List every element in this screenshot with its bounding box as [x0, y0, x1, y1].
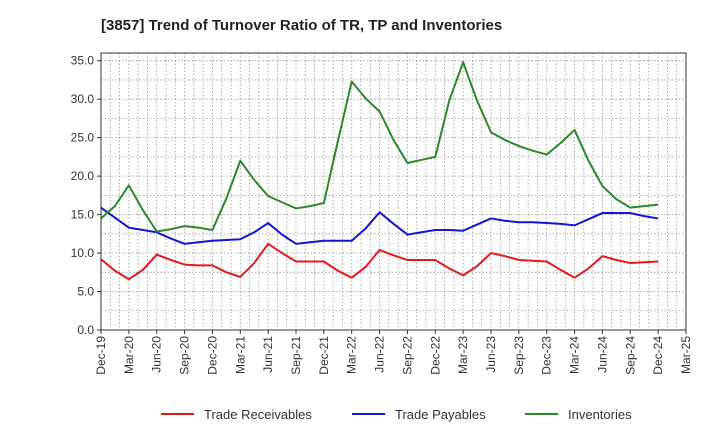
x-tick-label: Mar-25 [679, 336, 693, 374]
x-tick-label: Jun-22 [373, 336, 387, 373]
x-tick-label: Dec-22 [428, 336, 442, 375]
series-layer [100, 61, 659, 281]
x-tick-label: Sep-23 [512, 336, 526, 375]
x-tick-label: Jun-23 [484, 336, 498, 373]
plot-area-border [100, 52, 687, 331]
series-line-trade-payables [100, 206, 659, 245]
x-axis-ticks: Dec-19 Mar-20 Jun-20 Sep-20 Dec-20 Mar-21 Jun-… [94, 330, 693, 375]
series-line-trade-receivables [100, 242, 659, 281]
x-tick-label: Jun-21 [261, 336, 275, 373]
x-tick-label: Dec-24 [651, 336, 665, 375]
y-tick-label: 0.0 [77, 323, 94, 337]
legend: Trade Receivables Trade Payables Inventori… [161, 407, 632, 422]
x-tick-label: Mar-23 [456, 336, 470, 374]
x-tick-label: Dec-20 [205, 336, 219, 375]
x-tick-label: Mar-21 [233, 336, 247, 374]
x-tick-label: Sep-22 [400, 336, 414, 375]
legend-label-inventories: Inventories [568, 407, 632, 422]
y-tick-label: 15.0 [71, 208, 95, 222]
x-tick-label: Dec-21 [317, 336, 331, 375]
x-tick-label: Jun-20 [150, 336, 164, 373]
legend-label-trade-payables: Trade Payables [395, 407, 486, 422]
x-tick-label: Mar-22 [345, 336, 359, 374]
x-tick-label: Sep-21 [289, 336, 303, 375]
x-tick-label: Dec-19 [94, 336, 108, 375]
y-tick-label: 10.0 [71, 246, 95, 260]
legend-label-trade-receivables: Trade Receivables [204, 407, 312, 422]
x-tick-label: Jun-24 [595, 336, 609, 373]
x-tick-label: Mar-24 [568, 336, 582, 374]
x-tick-label: Dec-23 [540, 336, 554, 375]
x-tick-label: Sep-24 [623, 336, 637, 375]
y-tick-label: 30.0 [71, 92, 95, 106]
series-line-inventories [100, 61, 659, 233]
x-tick-label: Sep-20 [178, 336, 192, 375]
y-tick-label: 20.0 [71, 169, 95, 183]
y-tick-label: 25.0 [71, 131, 95, 145]
y-tick-label: 35.0 [71, 54, 95, 68]
x-tick-label: Mar-20 [122, 336, 136, 374]
y-axis-ticks: 0.0 5.0 10.0 15.0 20.0 25.0 30.0 35.0 [71, 54, 101, 337]
chart-title: [3857] Trend of Turnover Ratio of TR, TP… [101, 17, 502, 34]
y-tick-label: 5.0 [77, 285, 94, 299]
